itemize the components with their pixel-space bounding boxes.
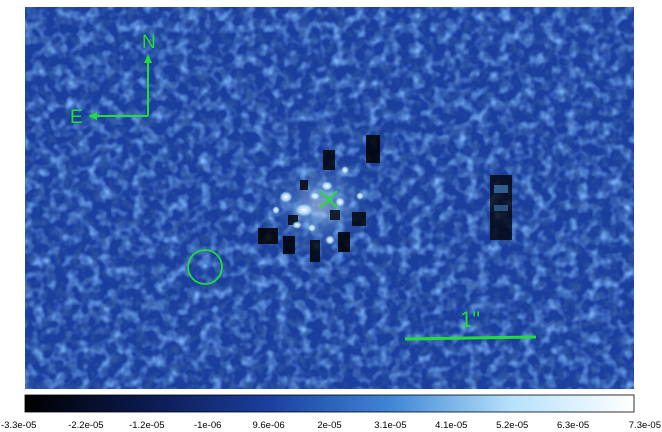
scale-bar: 1" <box>404 307 537 341</box>
scale-bar-line <box>404 335 537 341</box>
compass-north-label: N <box>142 32 156 53</box>
colorbar-tick-label: -1e-06 <box>194 420 221 431</box>
colorbar-tick-label: 5.2e-05 <box>496 420 528 431</box>
compass-north-arrowhead <box>144 54 152 63</box>
colorbar-tick-label: -2.2e-05 <box>68 420 103 431</box>
colorbar-tick-label: 3.1e-05 <box>374 420 406 431</box>
colorbar-tick-label: -3.3e-05 <box>1 420 36 431</box>
companion-source <box>198 260 212 272</box>
colorbar-tick-label: 4.1e-05 <box>435 420 467 431</box>
colorbar-tick-label: 6.3e-05 <box>557 420 589 431</box>
colorbar-tick-label: -1.2e-05 <box>129 420 164 431</box>
colorbar-tick-label: 2e-05 <box>317 420 341 431</box>
colorbar: -3.3e-05 -2.2e-05 -1.2e-05 -1e-06 9.6e-06 2e-… <box>1 394 661 431</box>
colorbar-tick-label: 9.6e-06 <box>252 420 284 431</box>
star-residual-speckles <box>258 135 380 262</box>
compass-east-label: E <box>70 107 83 128</box>
scale-bar-label: 1" <box>460 307 480 332</box>
colorbar-gradient <box>24 394 635 413</box>
star-center-marker <box>319 190 338 209</box>
colorbar-ticks: -3.3e-05 -2.2e-05 -1.2e-05 -1e-06 9.6e-06 2e-… <box>1 420 661 431</box>
colorbar-tick-label: 7.3e-05 <box>629 420 661 431</box>
dark-artifact <box>490 175 512 240</box>
compass-rose: N E <box>70 32 156 128</box>
compass-east-arrowhead <box>88 112 97 120</box>
companion-circle-marker <box>187 249 223 285</box>
